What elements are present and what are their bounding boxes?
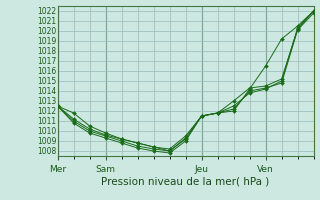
X-axis label: Pression niveau de la mer( hPa ): Pression niveau de la mer( hPa ): [101, 177, 270, 187]
